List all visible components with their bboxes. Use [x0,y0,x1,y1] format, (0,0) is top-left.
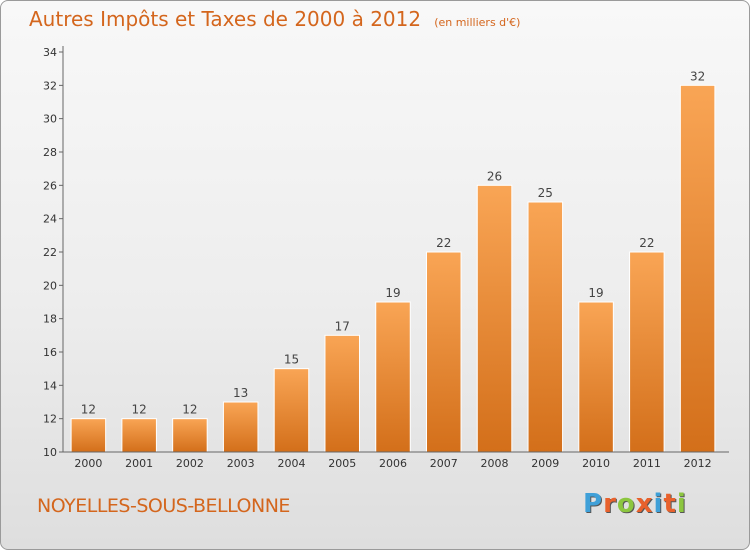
bar [629,251,665,453]
logo-letter: P [583,489,604,519]
chart-title: Autres Impôts et Taxes de 2000 à 2012 (e… [29,7,520,31]
x-tick-label: 2002 [176,457,204,470]
y-tick-label: 34 [43,46,57,59]
bar [70,418,107,453]
y-tick-label: 22 [43,246,57,259]
bar [527,201,564,453]
bar [222,401,259,453]
data-label: 19 [385,286,400,300]
bar [121,418,157,453]
data-label: 15 [284,353,299,367]
x-tick-label: 2001 [125,457,153,470]
y-tick-label: 18 [43,313,57,326]
logo-letter: i [653,489,664,519]
data-label: 32 [690,69,705,83]
logo-letter: t [663,489,677,519]
data-label: 17 [335,319,350,333]
y-tick-label: 10 [43,446,57,459]
x-tick-label: 2010 [582,457,610,470]
logo-letter: i [676,489,687,519]
x-tick-label: 2006 [379,457,407,470]
x-tick-label: 2011 [633,457,661,470]
y-tick-label: 30 [43,113,57,126]
y-tick-label: 24 [43,213,57,226]
data-label: 12 [182,403,197,417]
x-tick-label: 2003 [227,457,255,470]
title-text: Autres Impôts et Taxes de 2000 à 2012 [29,7,422,31]
bar [273,368,310,453]
data-label: 12 [132,403,147,417]
data-label: 19 [588,286,603,300]
x-tick-label: 2008 [481,457,509,470]
proxiti-logo: Proxiti [583,489,687,519]
y-tick-label: 16 [43,346,57,359]
data-label: 12 [81,403,96,417]
unit-label: (en milliers d'€) [434,16,521,29]
data-label: 26 [487,169,502,183]
y-tick-label: 20 [43,279,57,292]
data-label: 25 [538,186,553,200]
x-tick-label: 2007 [430,457,458,470]
data-label: 22 [639,236,654,250]
bar [324,334,360,453]
y-tick-label: 12 [43,413,57,426]
logo-letter: x [635,489,654,519]
logo-letter: o [616,489,636,519]
x-tick-label: 2005 [328,457,356,470]
x-tick-label: 2009 [531,457,559,470]
bar [679,84,716,453]
town-name: NOYELLES-SOUS-BELLONNE [37,495,290,517]
bar [172,418,208,453]
y-tick-label: 32 [43,79,57,92]
bar [426,251,462,453]
y-tick-label: 14 [43,379,57,392]
data-label: 13 [233,386,248,400]
y-tick-label: 26 [43,179,57,192]
x-tick-label: 2012 [684,457,712,470]
x-tick-label: 2000 [74,457,102,470]
data-label: 22 [436,236,451,250]
y-tick-label: 28 [43,146,57,159]
bar [375,301,411,453]
bar [578,301,614,453]
logo-letter: r [603,489,617,519]
bar [476,184,513,453]
x-tick-label: 2004 [277,457,305,470]
